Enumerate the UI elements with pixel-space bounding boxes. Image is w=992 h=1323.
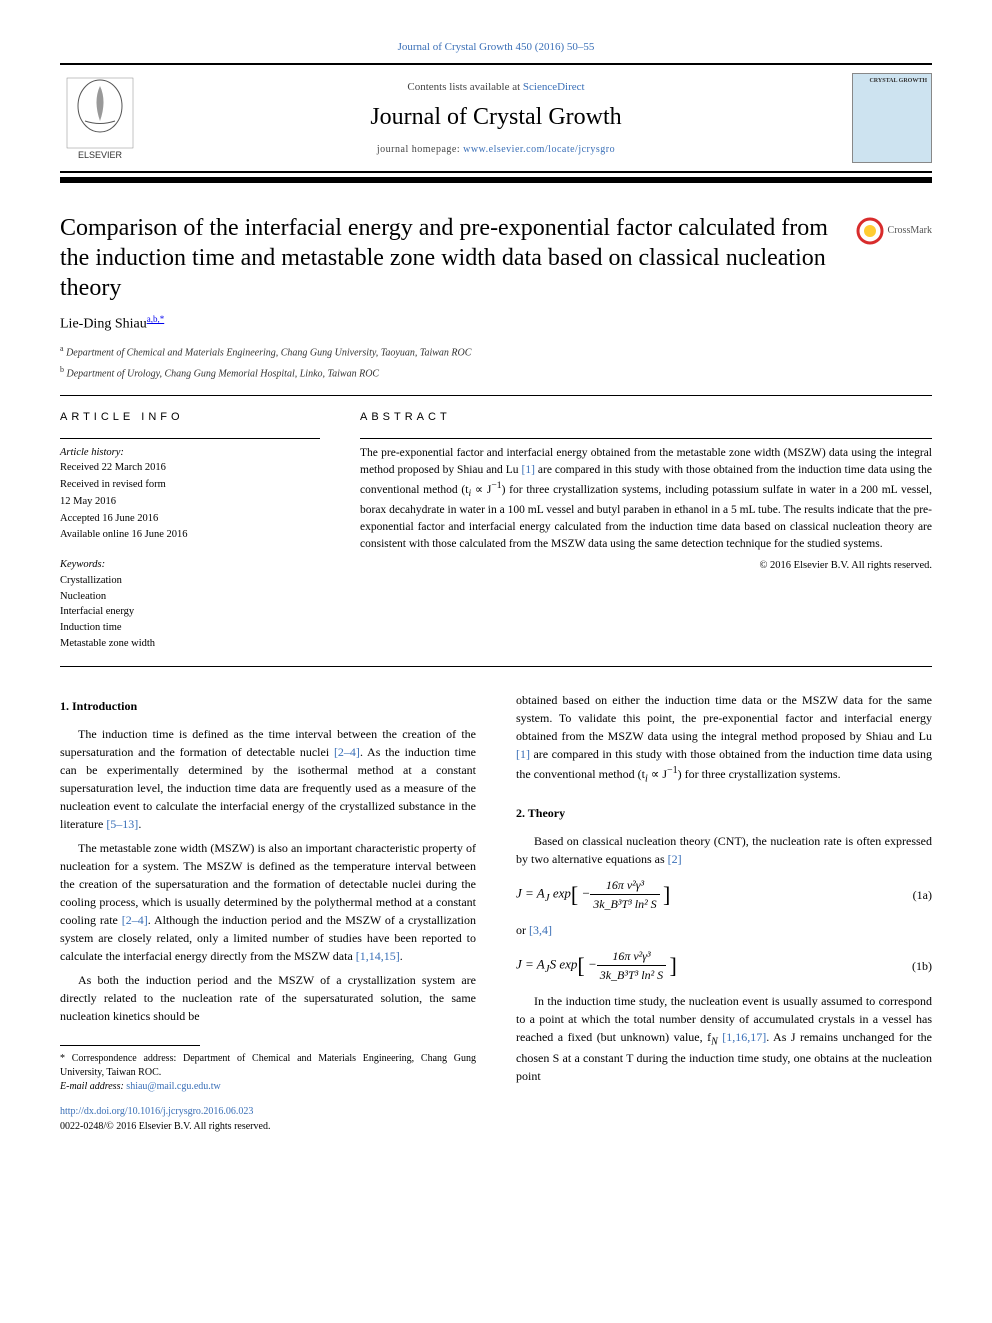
intro-p3: As both the induction period and the MSZ… bbox=[60, 971, 476, 1025]
email-link[interactable]: shiau@mail.cgu.edu.tw bbox=[126, 1081, 220, 1092]
title-row: Comparison of the interfacial energy and… bbox=[60, 213, 932, 303]
intro-p1: The induction time is defined as the tim… bbox=[60, 725, 476, 833]
crossmark-badge[interactable]: CrossMark bbox=[856, 217, 932, 245]
header-bar: ELSEVIER Contents lists available at Sci… bbox=[60, 63, 932, 173]
ref-link[interactable]: [1] bbox=[516, 747, 530, 761]
mid-rule-2 bbox=[60, 666, 932, 667]
journal-homepage: journal homepage: www.elsevier.com/locat… bbox=[140, 143, 852, 157]
author-name: Lie-Ding Shiau bbox=[60, 317, 147, 332]
body-columns: 1. Introduction The induction time is de… bbox=[60, 691, 932, 1134]
cover-label: CRYSTAL GROWTH bbox=[869, 78, 927, 84]
doi-block: http://dx.doi.org/10.1016/j.jcrysgro.201… bbox=[60, 1104, 476, 1134]
article-history: Article history: Received 22 March 2016 … bbox=[60, 445, 320, 544]
eq-num-1a: (1a) bbox=[913, 886, 932, 904]
equation-1a: J = AJ exp[ −16π ν²γ³3k_B³T³ ln² S ] (1a… bbox=[516, 876, 932, 913]
sciencedirect-link[interactable]: ScienceDirect bbox=[523, 81, 585, 93]
contents-line: Contents lists available at ScienceDirec… bbox=[140, 80, 852, 95]
body-col-left: 1. Introduction The induction time is de… bbox=[60, 691, 476, 1134]
header-page-ref: Journal of Crystal Growth 450 (2016) 50–… bbox=[60, 40, 932, 55]
ref-link[interactable]: [3,4] bbox=[529, 923, 552, 937]
equation-1b: J = AJS exp[ −16π ν²γ³3k_B³T³ ln² S ] (1… bbox=[516, 947, 932, 984]
email-footnote: E-mail address: shiau@mail.cgu.edu.tw bbox=[60, 1080, 476, 1094]
crossmark-label: CrossMark bbox=[888, 224, 932, 238]
elsevier-logo: ELSEVIER bbox=[60, 73, 140, 163]
author-sup: a,b,* bbox=[147, 314, 165, 324]
ref-link[interactable]: [1] bbox=[522, 464, 535, 476]
homepage-link[interactable]: www.elsevier.com/locate/jcrysgro bbox=[463, 144, 615, 155]
abstract-rule bbox=[360, 438, 932, 439]
abstract-heading: ABSTRACT bbox=[360, 410, 932, 425]
theory-p1: Based on classical nucleation theory (CN… bbox=[516, 832, 932, 868]
abstract-copyright: © 2016 Elsevier B.V. All rights reserved… bbox=[360, 559, 932, 574]
keywords-block: Keywords: Crystallization Nucleation Int… bbox=[60, 557, 320, 652]
article-info-col: ARTICLE INFO Article history: Received 2… bbox=[60, 410, 320, 651]
ref-link[interactable]: [5–13] bbox=[106, 817, 138, 831]
ref-link[interactable]: [2] bbox=[668, 852, 682, 866]
mid-rule-1 bbox=[60, 395, 932, 396]
eq-num-1b: (1b) bbox=[912, 957, 932, 975]
section-2-heading: 2. Theory bbox=[516, 804, 932, 822]
intro-p2: The metastable zone width (MSZW) is also… bbox=[60, 839, 476, 965]
ref-link[interactable]: [1,14,15] bbox=[356, 949, 400, 963]
thick-rule bbox=[60, 177, 932, 183]
section-1-heading: 1. Introduction bbox=[60, 697, 476, 715]
abstract-col: ABSTRACT The pre-exponential factor and … bbox=[360, 410, 932, 651]
journal-name: Journal of Crystal Growth bbox=[140, 101, 852, 135]
footnote-separator bbox=[60, 1045, 200, 1046]
affiliation-b: b Department of Urology, Chang Gung Memo… bbox=[60, 364, 932, 381]
affiliation-a: a Department of Chemical and Materials E… bbox=[60, 343, 932, 360]
doi-link[interactable]: http://dx.doi.org/10.1016/j.jcrysgro.201… bbox=[60, 1106, 253, 1117]
body-col-right: obtained based on either the induction t… bbox=[516, 691, 932, 1134]
ref-link[interactable]: [2–4] bbox=[334, 745, 360, 759]
ref-link[interactable]: [2–4] bbox=[122, 913, 148, 927]
info-rule bbox=[60, 438, 320, 439]
authors-line: Lie-Ding Shiaua,b,* bbox=[60, 313, 932, 334]
abstract-text: The pre-exponential factor and interfaci… bbox=[360, 445, 932, 554]
article-info-heading: ARTICLE INFO bbox=[60, 410, 320, 425]
col2-p0: obtained based on either the induction t… bbox=[516, 691, 932, 786]
crossmark-icon bbox=[856, 217, 884, 245]
theory-p2: In the induction time study, the nucleat… bbox=[516, 992, 932, 1085]
ref-link[interactable]: [1,16,17] bbox=[722, 1030, 766, 1044]
header-center: Contents lists available at ScienceDirec… bbox=[140, 80, 852, 157]
article-title: Comparison of the interfacial energy and… bbox=[60, 213, 836, 303]
corr-footnote: * Correspondence address: Department of … bbox=[60, 1052, 476, 1080]
or-line: or [3,4] bbox=[516, 921, 932, 939]
journal-cover-thumb: CRYSTAL GROWTH bbox=[852, 73, 932, 163]
info-abstract-row: ARTICLE INFO Article history: Received 2… bbox=[60, 410, 932, 651]
svg-text:ELSEVIER: ELSEVIER bbox=[78, 150, 123, 160]
